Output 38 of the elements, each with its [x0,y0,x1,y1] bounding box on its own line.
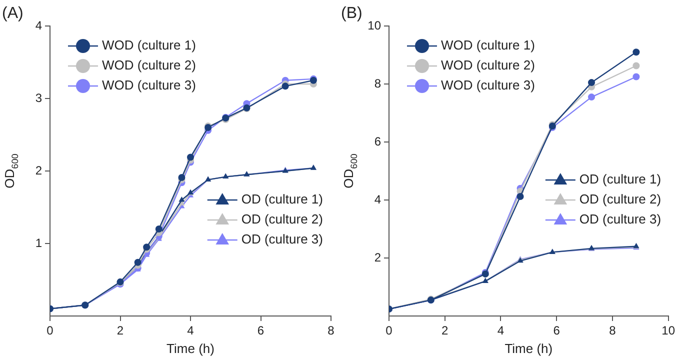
chart-title: (B) [341,5,362,22]
x-tick-label: 6 [553,324,560,338]
x-tick-label: 8 [609,324,616,338]
legend-label: WOD (culture 1) [441,38,535,53]
x-tick-label: 4 [187,324,194,338]
x-axis-title: Time (h) [504,340,553,356]
y-tick-label: 1 [35,236,42,250]
x-tick-label: 10 [662,324,676,338]
y-axis-title: OD600 [2,154,20,188]
x-tick-label: 0 [46,324,54,338]
y-axis-title: OD600 [341,154,359,188]
legend-label: OD (culture 1) [579,172,662,187]
legend-label: OD (culture 1) [241,192,323,207]
x-tick-label: 2 [116,324,124,338]
y-tick-label: 6 [374,134,382,148]
y-tick-label: 2 [374,250,382,264]
y-tick-label: 2 [35,163,42,178]
y-tick-label: 3 [35,90,42,105]
legend-label: WOD (culture 2) [102,58,196,73]
x-axis-title: Time (h) [166,340,214,356]
x-tick-label: 2 [442,324,449,338]
legend-label: WOD (culture 2) [441,58,535,73]
x-tick-label: 8 [328,324,335,338]
legend-label: OD (culture 3) [241,232,323,247]
x-tick-label: 4 [497,324,504,338]
y-tick-label: 4 [374,192,382,206]
legend-label: OD (culture 2) [241,212,323,227]
legend-label: WOD (culture 3) [102,78,196,93]
y-tick-label: 8 [374,76,382,90]
y-tick-label: 10 [368,18,382,32]
x-tick-label: 0 [386,324,393,338]
legend-label: OD (culture 2) [579,192,662,207]
y-tick-label: 4 [35,18,42,32]
legend-label: WOD (culture 3) [441,78,535,93]
legend-label: OD (culture 3) [579,212,662,227]
x-tick-label: 6 [257,324,264,338]
legend-label: WOD (culture 1) [102,38,196,53]
chart-title: (A) [2,5,24,22]
